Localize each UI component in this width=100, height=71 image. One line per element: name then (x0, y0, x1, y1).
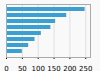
svg-text:200: 200 (63, 65, 76, 71)
svg-text:50: 50 (18, 65, 27, 71)
svg-text:250: 250 (79, 65, 92, 71)
svg-text:0: 0 (4, 65, 8, 71)
svg-text:100: 100 (32, 65, 45, 71)
svg-text:150: 150 (47, 65, 60, 71)
